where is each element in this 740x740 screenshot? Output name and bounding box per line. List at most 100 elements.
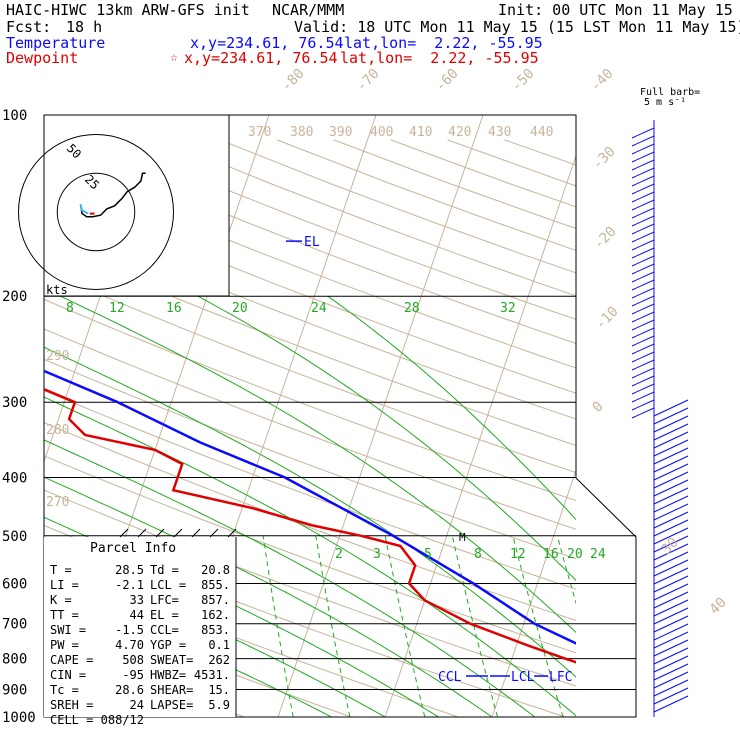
wind-barb <box>653 591 689 609</box>
wind-barb <box>631 399 655 411</box>
wind-barb <box>653 527 689 545</box>
wind-barb <box>653 639 689 657</box>
wind-barb <box>653 679 689 697</box>
temperature-legend: Temperature <box>6 34 106 52</box>
pressure-label: 400 <box>2 470 27 486</box>
wind-barb <box>631 247 655 259</box>
isotherm-label: -30 <box>590 144 619 173</box>
model-title: HAIC-HIWC 13km ARW-GFS init <box>6 1 250 19</box>
isotherm-label: 0 <box>590 399 607 416</box>
parcel-field-label: SREH = <box>50 698 93 712</box>
wind-barb <box>631 383 655 395</box>
mixing-ratio-line <box>556 535 576 605</box>
wind-barb <box>631 327 655 339</box>
hodograph-panel <box>43 114 230 297</box>
wind-barb <box>631 351 655 363</box>
mixing-ratio-label: 16 <box>543 547 559 562</box>
pressure-label: 900 <box>2 682 27 698</box>
isotherm-label: -60 <box>433 66 462 95</box>
dry-adiabat-line <box>44 270 576 474</box>
parcel-field-label: CAPE = <box>50 653 93 667</box>
isotherm-label: -50 <box>509 66 538 95</box>
parcel-field-label: LAPSE= <box>150 698 193 712</box>
pressure-label: 800 <box>2 652 27 668</box>
parcel-field-label: PW = <box>50 638 79 652</box>
lcl-label: LCL <box>511 670 535 685</box>
mixing-ratio-label: 2 <box>335 547 343 562</box>
dry-adiabat-line <box>44 188 576 394</box>
parcel-field-value: 33 <box>130 593 144 607</box>
wind-barb <box>653 583 689 601</box>
wind-barb <box>653 647 689 665</box>
theta-label: 290 <box>46 349 69 364</box>
pressure-label: 100 <box>2 108 27 124</box>
wind-barb <box>631 223 655 235</box>
parcel-field-label: K = <box>50 593 72 607</box>
isotherm-label: -70 <box>354 66 383 95</box>
wind-barb <box>653 511 689 529</box>
wind-barb <box>653 535 689 553</box>
temperature-latlon: lat,lon= 2.22, -55.95 <box>344 34 543 52</box>
dry-adiabat-line <box>44 358 576 560</box>
mixing-ratio-line <box>315 535 351 717</box>
lfc-label: LFC <box>549 670 572 685</box>
wind-barb <box>653 415 689 433</box>
wind-barb <box>631 143 655 155</box>
wind-barb <box>653 607 689 625</box>
wind-barb <box>631 407 655 419</box>
temperature-profile <box>44 369 576 645</box>
wind-barb <box>631 319 655 331</box>
pressure-label: 500 <box>2 529 27 545</box>
mixing-ratio-line <box>512 535 564 717</box>
theta-label: 390 <box>329 125 352 140</box>
wind-barb <box>631 207 655 219</box>
dry-adiabat-line <box>44 389 576 590</box>
parcel-field-value: 24 <box>130 698 144 712</box>
init-time: Init: 00 UTC Mon 11 May 15 <box>498 1 733 19</box>
temperature-xy: x,y=234.61, 76.54 <box>190 34 344 52</box>
valid-time: Valid: 18 UTC Mon 11 May 15 (15 LST Mon … <box>294 18 740 36</box>
wind-barb <box>631 151 655 163</box>
isotherm-line <box>491 468 576 717</box>
wind-barb <box>631 295 655 307</box>
parcel-field-value: -95 <box>122 668 144 682</box>
parcel-field-label: HWBZ= <box>150 668 186 682</box>
wind-barb <box>653 599 689 617</box>
parcel-field-value: 5.9 <box>208 698 230 712</box>
mixing-ratio-label: 5 <box>424 547 432 562</box>
hodograph-ring-50 <box>18 134 174 290</box>
mixing-ratio-label: 20 <box>567 547 583 562</box>
wind-barb <box>653 695 689 713</box>
wind-barb <box>653 447 689 465</box>
wind-barb <box>653 687 689 705</box>
barb-legend-title: Full barb= <box>640 87 700 98</box>
parcel-field-label: LCL = <box>150 578 186 592</box>
parcel-field-value: 162. <box>201 608 230 622</box>
parcel-tick <box>119 528 129 538</box>
wind-barb <box>631 375 655 387</box>
wind-barb <box>653 655 689 673</box>
wind-barb <box>631 359 655 371</box>
mixing-ratio-label: 8 <box>474 547 482 562</box>
parcel-field-value: -2.1 <box>115 578 144 592</box>
parcel-field-value: 088/12 <box>101 713 144 727</box>
parcel-field-value: 857. <box>201 593 230 607</box>
isotherm-label: 30 <box>659 535 682 558</box>
mixing-ratio-label: 3 <box>373 547 381 562</box>
pressure-label: 300 <box>2 395 27 411</box>
theta-label: 430 <box>488 125 511 140</box>
wind-barb <box>653 487 689 505</box>
wind-barb <box>631 271 655 283</box>
wind-barb <box>631 239 655 251</box>
wind-barb <box>653 519 689 537</box>
wind-barb <box>631 175 655 187</box>
pressure-label: 700 <box>2 617 27 633</box>
isotherm-line <box>384 154 576 717</box>
wind-barb <box>653 407 689 425</box>
theta-label: 420 <box>448 125 471 140</box>
dry-adiabat-line <box>44 298 576 502</box>
hodograph-trace <box>79 172 146 218</box>
parcel-field-label: YGP = <box>150 638 186 652</box>
dry-adiabat-line <box>333 139 576 229</box>
